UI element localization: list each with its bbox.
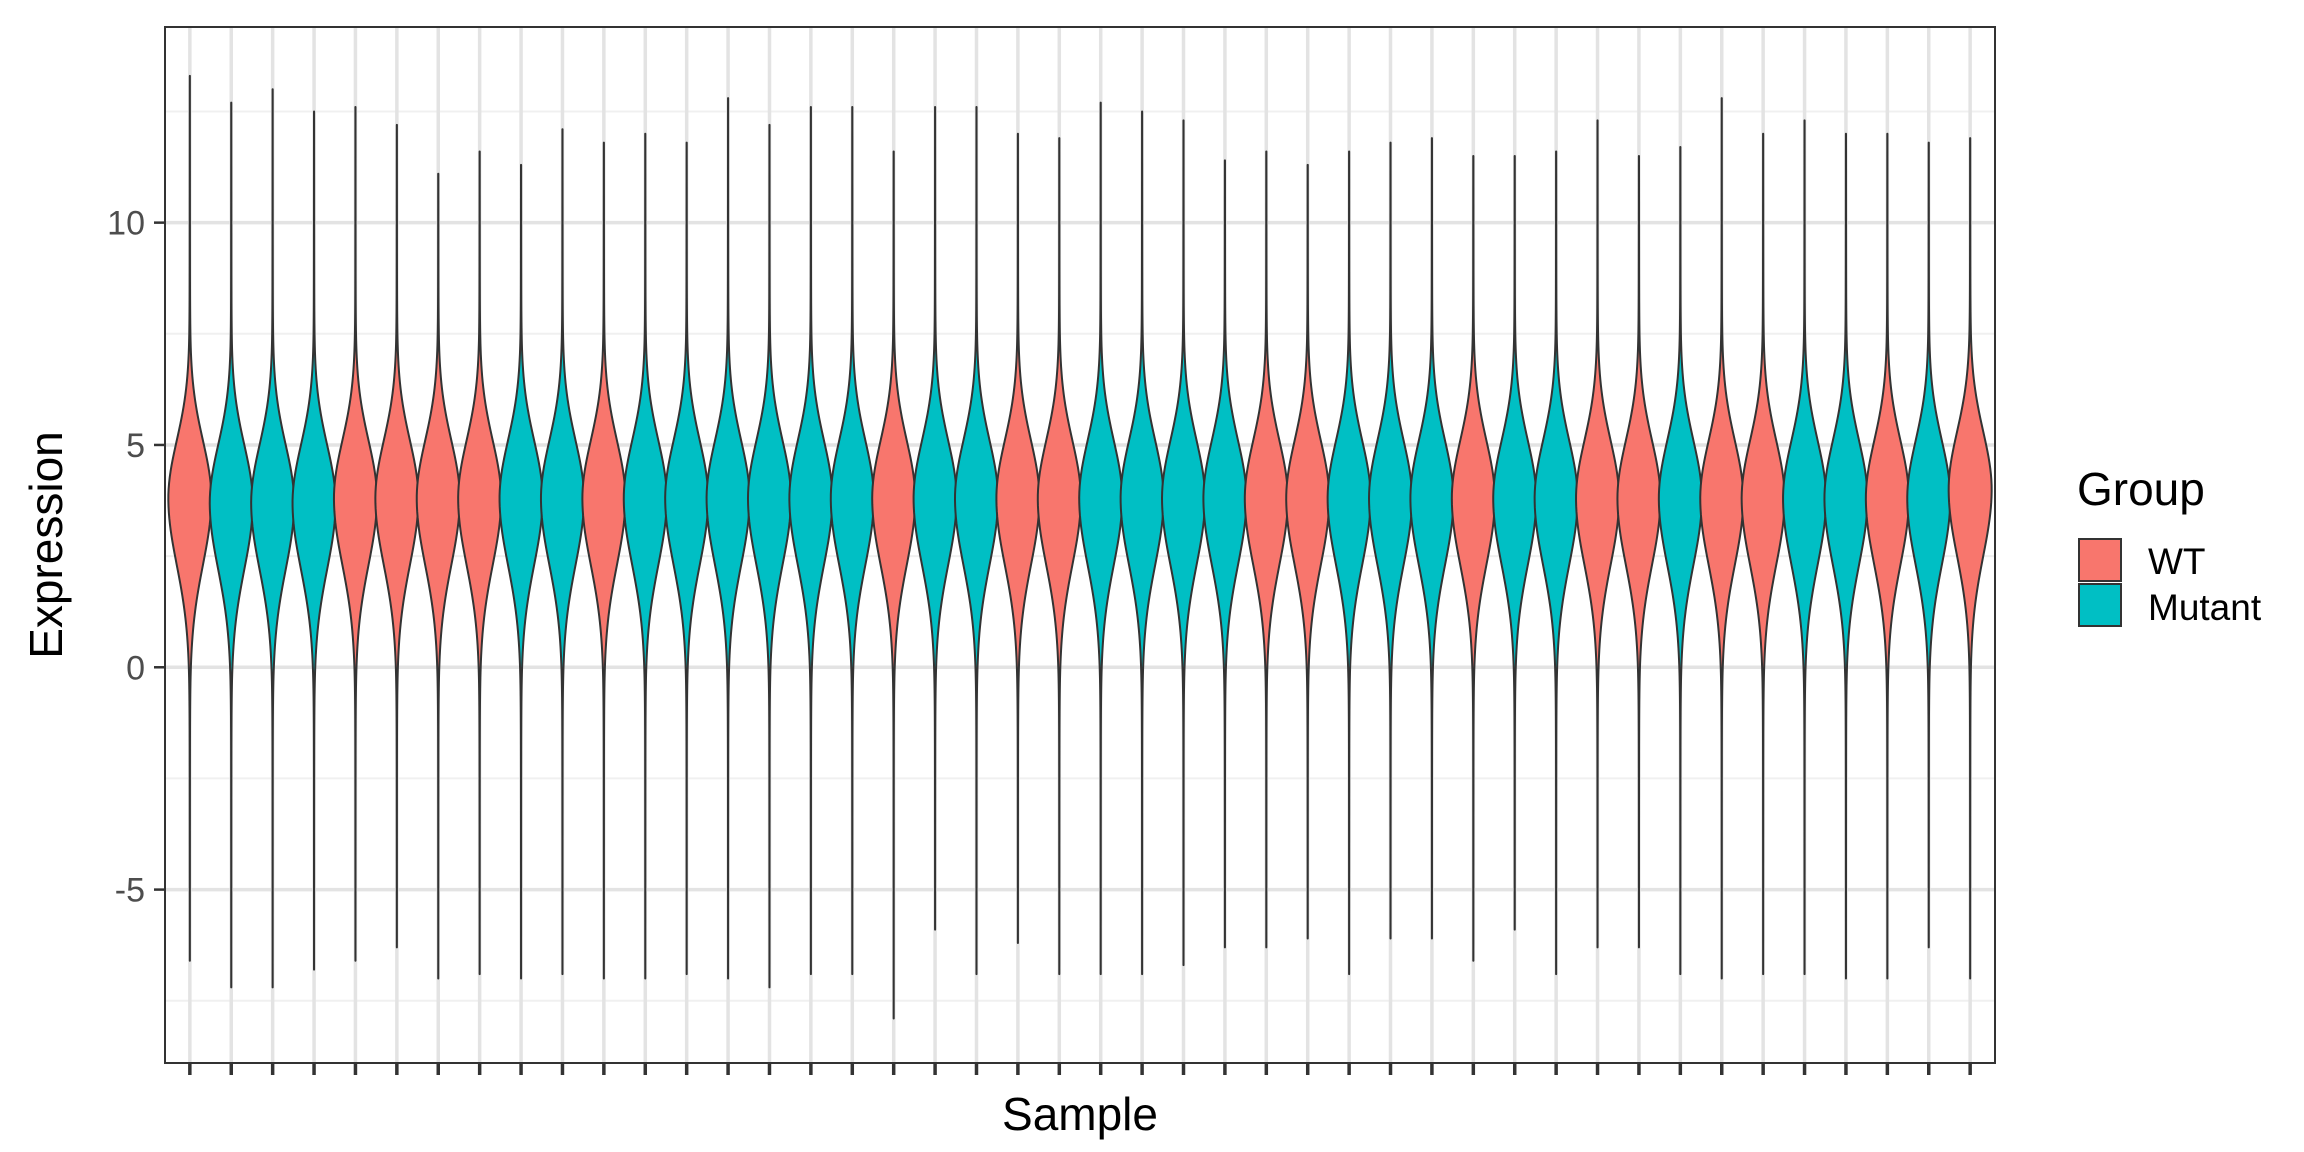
violin-16	[788, 106, 834, 976]
violin-1	[167, 74, 213, 962]
y-tick-label: -5	[115, 872, 145, 910]
violin-7	[415, 172, 461, 980]
violin-26	[1202, 159, 1248, 949]
violin-42	[1864, 132, 1910, 980]
violin-8	[457, 150, 503, 976]
violin-2	[208, 101, 254, 989]
violin-14	[705, 97, 751, 980]
violin-35	[1575, 119, 1621, 949]
violin-11	[581, 141, 627, 980]
violin-3	[250, 88, 296, 989]
violin-24	[1119, 110, 1165, 976]
violin-37	[1657, 146, 1703, 976]
violin-13	[664, 141, 710, 976]
violin-28	[1285, 163, 1331, 940]
violin-19	[912, 106, 958, 931]
violin-25	[1161, 119, 1207, 967]
violin-36	[1616, 154, 1662, 949]
violin-5	[332, 106, 378, 962]
violin-39	[1740, 132, 1786, 976]
legend-title: Group	[2077, 463, 2205, 515]
legend-key-mutant	[2078, 583, 2122, 627]
violin-29	[1326, 150, 1372, 976]
violin-15	[746, 123, 792, 989]
y-tick-label: 0	[126, 649, 145, 687]
violin-27	[1243, 150, 1289, 949]
legend-label-mutant: Mutant	[2148, 587, 2262, 628]
y-axis: -5 0 5 10	[107, 205, 165, 910]
legend-label-wt: WT	[2148, 541, 2206, 582]
violin-31	[1409, 137, 1455, 940]
violin-10	[539, 128, 585, 976]
violin-6	[374, 123, 420, 949]
violin-23	[1078, 101, 1124, 976]
violin-4	[291, 110, 337, 971]
violin-12	[622, 132, 668, 980]
violin-21	[995, 132, 1041, 944]
violin-32	[1450, 154, 1496, 962]
violin-18	[871, 150, 917, 1020]
violin-22	[1036, 137, 1082, 976]
x-axis-title: Sample	[1002, 1088, 1158, 1140]
panel-border	[164, 26, 1996, 1064]
violin-9	[498, 163, 544, 980]
y-tick-label: 10	[107, 205, 145, 243]
legend-key-wt	[2078, 538, 2122, 582]
violin-34	[1533, 150, 1579, 976]
violin-44	[1947, 137, 1993, 980]
violin-20	[953, 106, 999, 976]
violins	[167, 74, 1993, 1020]
violin-41	[1823, 132, 1869, 980]
violin-17	[829, 106, 875, 976]
violin-43	[1906, 141, 1952, 949]
violin-30	[1368, 141, 1414, 940]
x-axis	[188, 1063, 1972, 1075]
legend: Group WT Mutant	[2077, 463, 2262, 628]
violin-40	[1782, 119, 1828, 976]
violin-38	[1699, 97, 1745, 980]
y-tick-label: 5	[126, 427, 145, 465]
y-axis-title: Expression	[20, 431, 72, 659]
violin-33	[1492, 154, 1538, 931]
